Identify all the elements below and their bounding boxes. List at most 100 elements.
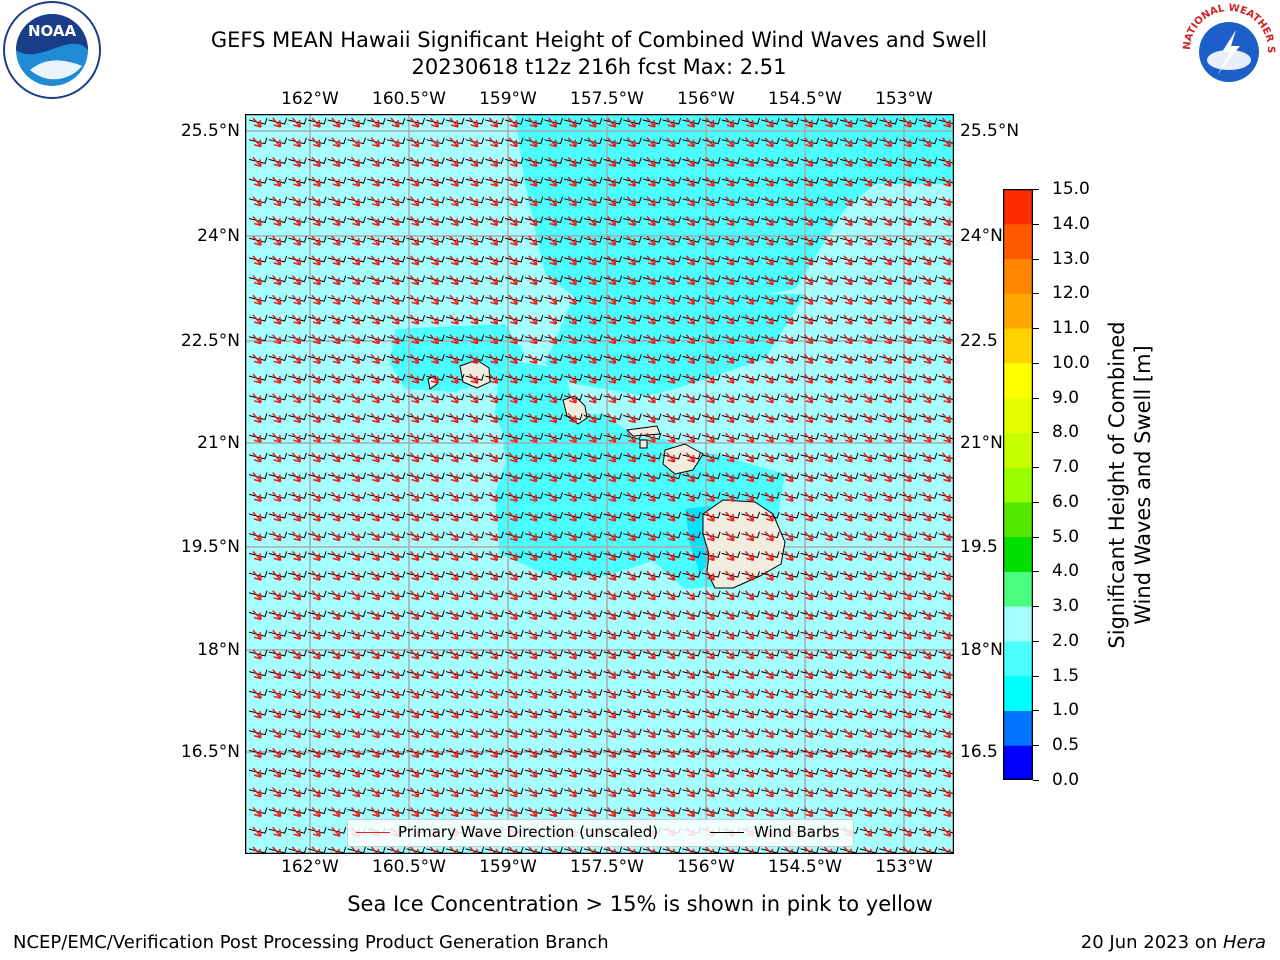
wave-direction-arrow [784, 669, 794, 680]
wind-barb [583, 728, 603, 736]
wind-barb [485, 767, 504, 775]
wave-direction-arrow [508, 117, 518, 128]
wave-direction-arrow [528, 629, 538, 640]
wind-barb [879, 590, 898, 598]
wave-direction-arrow [784, 747, 794, 759]
colorbar-tick-label: 9.0 [1052, 387, 1080, 408]
wave-direction-arrow [252, 767, 262, 778]
wind-barb [839, 630, 859, 637]
wave-direction-arrow [429, 629, 440, 640]
wind-barb [406, 452, 426, 460]
wind-barb [426, 452, 445, 460]
wave-direction-arrow [331, 334, 341, 345]
wave-direction-arrow [291, 156, 302, 168]
wave-direction-arrow [291, 570, 302, 581]
wind-barb [603, 314, 623, 322]
wind-barb [721, 176, 741, 184]
wave-direction-arrow [843, 511, 853, 522]
wind-barb [426, 216, 445, 224]
wind-barb [761, 275, 780, 283]
wave-direction-arrow [370, 373, 380, 384]
wind-barb [445, 610, 465, 618]
wind-barb [524, 551, 544, 558]
wind-barb [367, 314, 386, 322]
wave-direction-arrow [370, 590, 380, 601]
wave-direction-arrow [350, 531, 361, 542]
wave-direction-arrow [311, 137, 321, 148]
wind-barb [721, 413, 741, 421]
wave-direction-arrow [311, 156, 321, 168]
wave-direction-arrow [449, 373, 459, 384]
wind-barb [859, 630, 879, 637]
wind-barb [623, 590, 642, 598]
wind-barb [918, 669, 938, 677]
wave-direction-arrow [429, 550, 440, 562]
wind-barb [307, 275, 327, 283]
wave-direction-arrow [607, 216, 617, 227]
wind-barb [918, 649, 938, 657]
wind-barb [780, 176, 800, 184]
wind-barb [327, 255, 347, 263]
wave-direction-arrow [922, 255, 932, 266]
wave-direction-arrow [410, 728, 420, 739]
wind-barb [268, 807, 288, 815]
wind-barb [800, 334, 820, 342]
wind-barb [761, 236, 780, 243]
wind-barb [721, 137, 741, 145]
wind-barb [406, 610, 426, 618]
wind-barb [288, 807, 307, 815]
wave-direction-arrow [331, 432, 341, 443]
wind-barb [820, 807, 839, 815]
wave-direction-arrow [331, 787, 341, 798]
wind-barb [268, 748, 288, 755]
wave-direction-arrow [725, 117, 735, 128]
wind-barb [820, 472, 839, 480]
wind-barb [898, 807, 918, 815]
wave-direction-arrow [685, 688, 696, 700]
wave-direction-arrow [843, 117, 853, 128]
colorbar-bin [1003, 432, 1033, 468]
colorbar-bin [1003, 189, 1033, 225]
wave-direction-arrow [744, 610, 755, 621]
wave-direction-arrow [882, 353, 893, 365]
wave-direction-arrow [252, 176, 262, 187]
wind-barb [367, 393, 386, 401]
wind-barb [288, 630, 307, 637]
wind-barb [406, 570, 426, 578]
wind-barb [307, 570, 327, 578]
wind-barb [721, 649, 741, 657]
wave-direction-arrow [941, 590, 952, 601]
wave-direction-arrow [804, 629, 814, 640]
wind-barb [623, 531, 642, 539]
island-land [639, 439, 648, 449]
colorbar-tick-mark [1033, 258, 1039, 260]
wave-direction-arrow [882, 728, 893, 739]
wind-barb [800, 610, 820, 618]
wave-direction-arrow [646, 708, 656, 719]
wind-barb [820, 334, 839, 342]
wave-direction-arrow [567, 156, 577, 168]
wave-direction-arrow [764, 413, 774, 424]
wind-barb [307, 216, 327, 224]
wind-barb [307, 295, 327, 302]
wave-direction-arrow [291, 826, 302, 837]
lon-label-bottom: 154.5°W [768, 857, 842, 877]
wave-direction-arrow [390, 156, 400, 168]
wave-direction-arrow [922, 688, 932, 700]
wind-barb [701, 472, 721, 480]
wind-barb [504, 551, 524, 558]
wind-barb [682, 433, 701, 440]
colorbar-bin [1003, 606, 1033, 642]
wind-barb [741, 176, 760, 184]
wind-barb [820, 275, 839, 283]
wind-barb [485, 452, 504, 460]
wind-barb [918, 767, 938, 775]
wave-direction-arrow [744, 176, 755, 187]
wave-direction-arrow [469, 708, 479, 719]
wave-direction-arrow [272, 491, 282, 503]
lon-label-bottom: 156°W [677, 857, 735, 877]
wind-barb [248, 117, 268, 125]
wave-direction-arrow [547, 629, 558, 640]
wind-barb [642, 649, 662, 657]
wave-direction-arrow [291, 610, 302, 621]
